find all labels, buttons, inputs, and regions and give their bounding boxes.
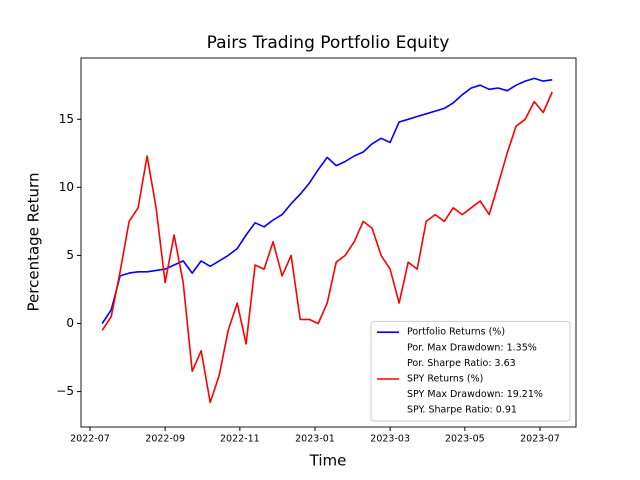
x-axis-label: Time bbox=[309, 452, 347, 470]
y-tick-label: 5 bbox=[66, 248, 74, 262]
legend-box bbox=[370, 320, 571, 422]
y-tick-label: 15 bbox=[59, 112, 74, 126]
legend-label: Portfolio Returns (%) bbox=[407, 327, 505, 338]
legend-label: Por. Sharpe Ratio: 3.63 bbox=[407, 358, 516, 369]
chart-title: Pairs Trading Portfolio Equity bbox=[207, 33, 450, 53]
x-tick-label: 2023-01 bbox=[295, 434, 335, 445]
legend: Portfolio Returns (%) Por. Max Drawdown: … bbox=[370, 320, 571, 422]
x-tick-label: 2022-09 bbox=[145, 434, 185, 445]
x-tick-label: 2022-07 bbox=[70, 434, 110, 445]
y-tick-label: 0 bbox=[66, 316, 74, 330]
y-tick-label: 10 bbox=[59, 180, 74, 194]
legend-label: Por. Max Drawdown: 1.35% bbox=[407, 342, 537, 353]
axes-frame bbox=[80, 57, 577, 428]
legend-label: SPY. Sharpe Ratio: 0.91 bbox=[407, 405, 517, 416]
data-line bbox=[101, 77, 553, 324]
x-tick-label: 2023-03 bbox=[370, 434, 410, 445]
legend-label: SPY Returns (%) bbox=[407, 374, 483, 385]
y-tick-label: −5 bbox=[56, 384, 74, 398]
x-tick-label: 2023-07 bbox=[520, 434, 560, 445]
legend-label: SPY Max Drawdown: 19.21% bbox=[407, 389, 543, 400]
data-line bbox=[101, 91, 553, 404]
y-axis-label: Percentage Return bbox=[25, 173, 43, 312]
x-tick-label: 2023-05 bbox=[445, 434, 485, 445]
x-tick-label: 2022-11 bbox=[220, 434, 260, 445]
